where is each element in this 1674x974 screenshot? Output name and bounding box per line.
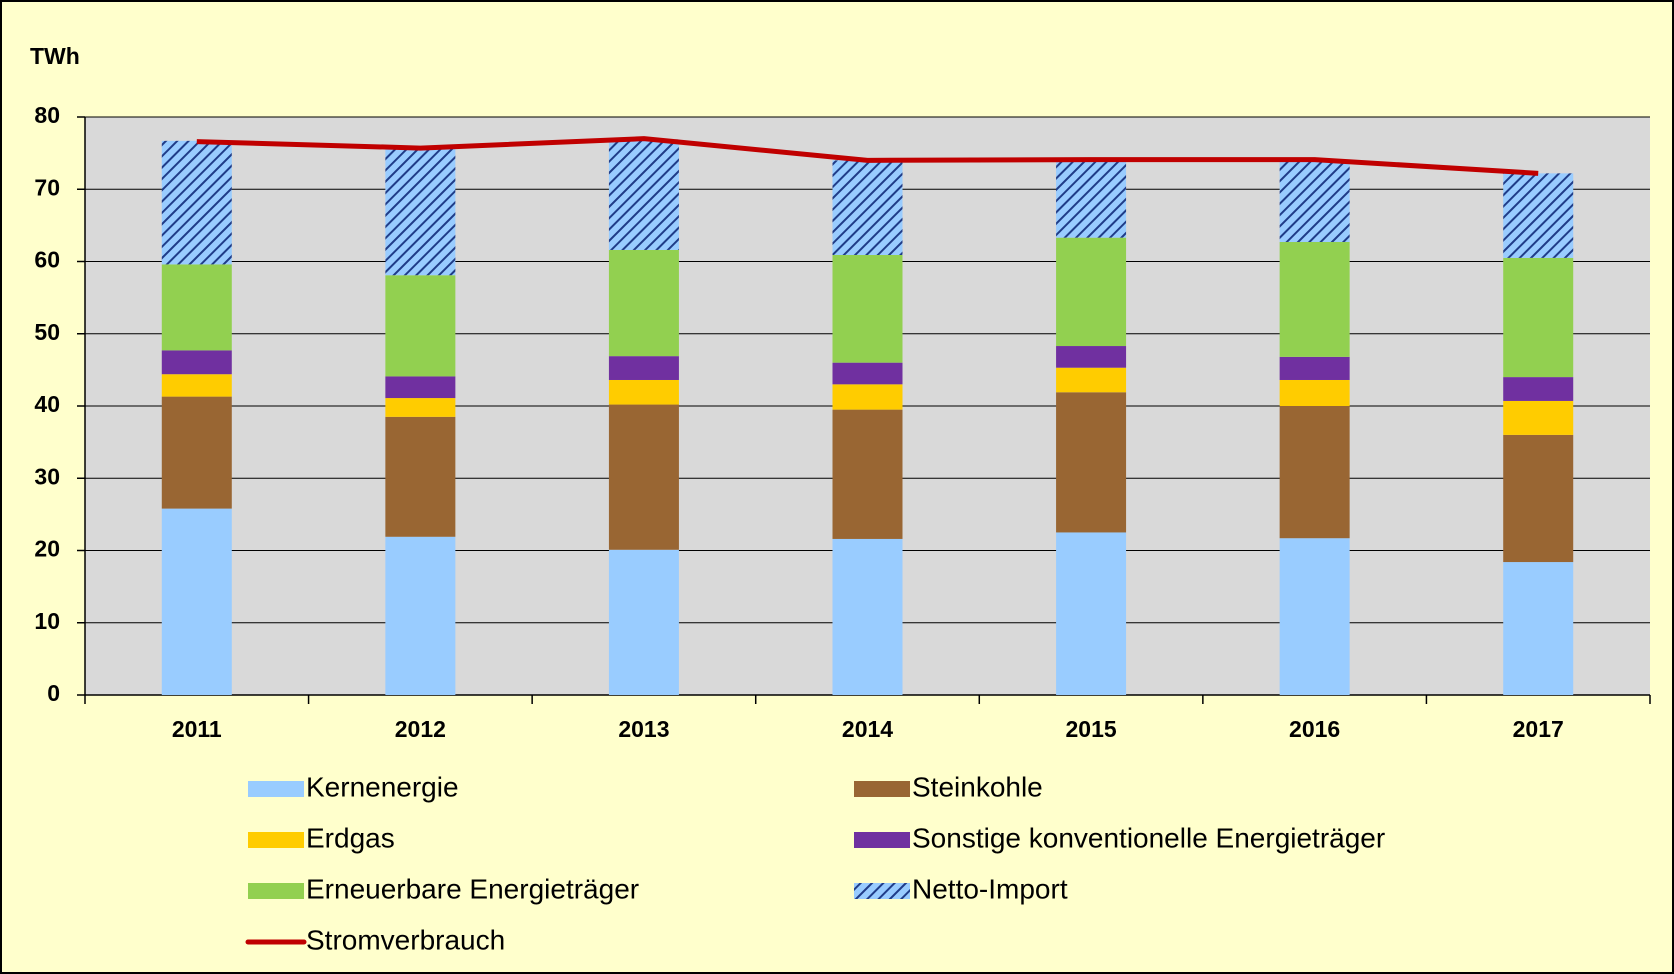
bar-segment (1279, 406, 1350, 539)
bar-segment (385, 275, 456, 377)
legend-label: Sonstige konventionelle Energieträger (912, 822, 1385, 853)
x-tick-label: 2011 (172, 716, 222, 742)
bar-segment (1279, 241, 1350, 357)
bar-segment (1056, 159, 1127, 238)
y-tick-label: 70 (34, 174, 60, 200)
bar-segment (385, 536, 456, 695)
bar-segment (608, 404, 679, 550)
bar-segment (1279, 159, 1350, 242)
x-tick-label: 2013 (618, 716, 669, 742)
bar-segment (161, 508, 232, 695)
bar-segment (832, 538, 903, 695)
y-tick-label: 30 (34, 463, 60, 489)
bar-segment (1056, 367, 1127, 393)
legend-swatch (248, 832, 304, 848)
bar-segment (385, 398, 456, 417)
bar-segment (608, 379, 679, 405)
bar-segment (161, 140, 232, 265)
bar-segment (1056, 237, 1127, 347)
legend-swatch (854, 883, 910, 899)
bar-segment (608, 249, 679, 357)
x-tick-label: 2016 (1289, 716, 1340, 742)
bar-segment (832, 254, 903, 363)
bar-segment (1279, 356, 1350, 380)
line-series (196, 136, 1539, 176)
bar-segment (385, 148, 456, 276)
legend-label: Netto-Import (912, 873, 1068, 904)
bar-segment (832, 384, 903, 410)
bar-segment (1503, 257, 1574, 378)
bar-segment (1056, 392, 1127, 533)
bar-segment (161, 264, 232, 351)
legend-swatch (854, 781, 910, 797)
bar-segment (1279, 379, 1350, 406)
legend-label: Erneuerbare Energieträger (306, 873, 639, 904)
bar-segment (161, 396, 232, 509)
y-tick-label: 40 (34, 391, 60, 417)
bar-segment (608, 549, 679, 695)
legend-label: Stromverbrauch (306, 924, 505, 955)
bar-segment (1503, 400, 1574, 435)
bar-segment (832, 409, 903, 539)
y-tick-label: 50 (34, 319, 60, 345)
x-tick-label: 2012 (395, 716, 446, 742)
x-tick-label: 2015 (1065, 716, 1116, 742)
legend-label: Steinkohle (912, 771, 1043, 802)
bar-segment (1056, 532, 1127, 695)
y-tick-label: 80 (34, 102, 60, 128)
legend-swatch (248, 883, 304, 899)
bar-segment (1503, 434, 1574, 563)
bar-segment (832, 160, 903, 255)
bar-segment (832, 362, 903, 385)
bar-segment (1279, 538, 1350, 695)
legend-label: Erdgas (306, 822, 395, 853)
bar-segment (1503, 562, 1574, 695)
bar-segment (1503, 173, 1574, 258)
y-tick-label: 10 (34, 608, 60, 634)
bar-segment (385, 416, 456, 537)
bar-segment (161, 374, 232, 397)
bar-segment (161, 350, 232, 375)
bar-segment (385, 376, 456, 399)
legend-swatch (248, 781, 304, 797)
legend-swatch (854, 832, 910, 848)
bar-segment (1503, 377, 1574, 401)
y-axis-label: TWh (30, 43, 80, 69)
y-tick-label: 0 (47, 680, 60, 706)
y-tick-label: 60 (34, 247, 60, 273)
x-tick-label: 2017 (1513, 716, 1564, 742)
legend-label: Kernenergie (306, 771, 459, 802)
bar-segment (1056, 346, 1127, 368)
bar-segment (608, 139, 679, 250)
bar-segment (608, 356, 679, 380)
x-tick-label: 2014 (842, 716, 893, 742)
y-tick-label: 20 (34, 536, 60, 562)
